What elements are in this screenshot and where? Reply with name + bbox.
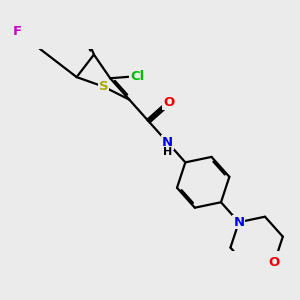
- Text: H: H: [163, 147, 172, 157]
- Text: O: O: [163, 96, 174, 110]
- Text: Cl: Cl: [130, 70, 145, 83]
- Text: F: F: [13, 25, 22, 38]
- Text: N: N: [162, 136, 173, 149]
- Text: N: N: [233, 216, 244, 229]
- Text: S: S: [99, 80, 109, 93]
- Text: O: O: [269, 256, 280, 268]
